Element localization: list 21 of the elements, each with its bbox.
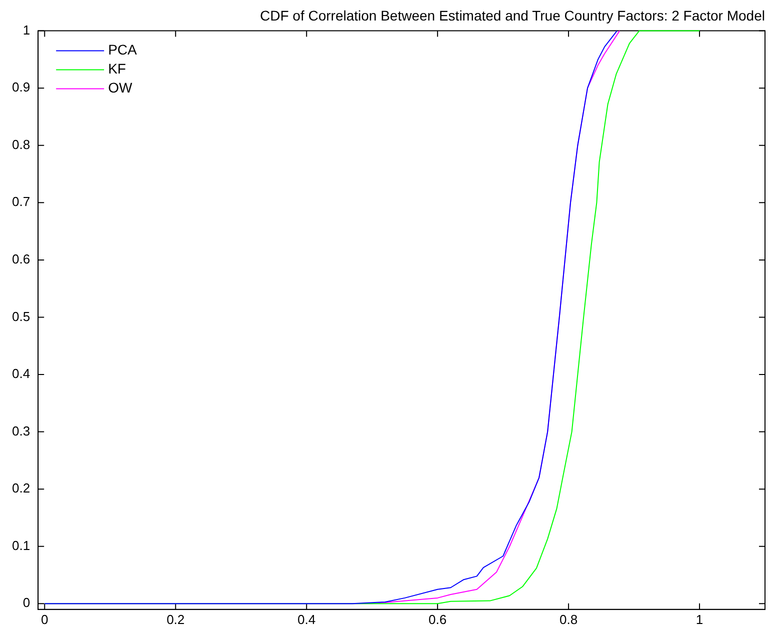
y-tick-label: 0.8: [12, 136, 30, 152]
legend-label: PCA: [108, 42, 138, 58]
legend-label: KF: [108, 60, 126, 77]
y-tick-label: 0.5: [12, 308, 30, 324]
y-tick-label: 0: [22, 595, 30, 610]
x-tick-label: 0.6: [428, 612, 447, 627]
x-tick-label: 0.4: [298, 612, 316, 627]
chart-title: CDF of Correlation Between Estimated and True Country Factors: 2 Factor Model: [260, 7, 765, 24]
y-tick-label: 0.3: [12, 423, 30, 438]
x-tick-label: 0: [41, 612, 48, 627]
x-tick-label: 0.2: [166, 612, 185, 627]
y-tick-label: 1: [22, 22, 30, 38]
y-tick-label: 0.1: [12, 538, 30, 553]
x-tick-label: 1: [696, 612, 704, 627]
y-tick-label: 0.2: [12, 480, 30, 496]
y-tick-label: 0.7: [12, 194, 30, 210]
y-tick-label: 0.4: [12, 366, 30, 382]
y-tick-label: 0.9: [12, 80, 30, 95]
y-tick-label: 0.6: [12, 252, 30, 267]
x-tick-label: 0.8: [559, 612, 578, 627]
legend-label: OW: [108, 80, 133, 96]
